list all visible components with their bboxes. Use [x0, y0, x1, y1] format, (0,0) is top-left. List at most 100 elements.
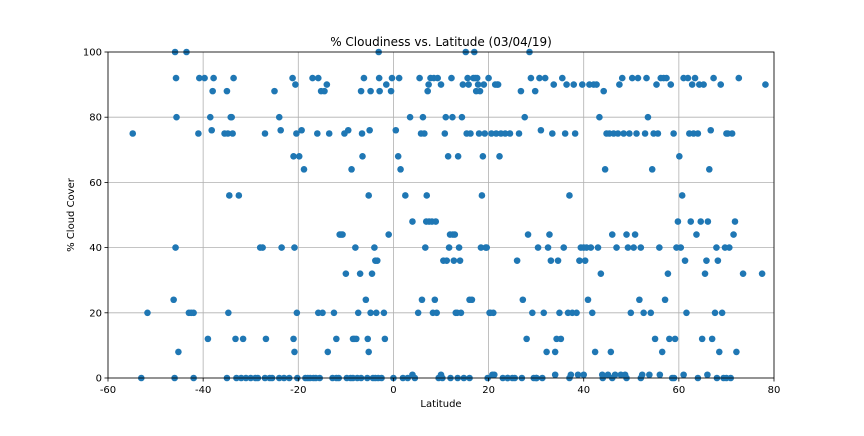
data-point	[563, 81, 570, 88]
data-point	[529, 309, 536, 317]
axis-ticks: -60 -40 -20 0 20 40 60 80 0 20 40 60 80 100	[83, 48, 780, 397]
x-tick-label: -40	[195, 385, 211, 396]
data-point	[172, 244, 179, 251]
data-point	[293, 130, 300, 137]
data-point	[519, 296, 527, 304]
data-point	[566, 192, 573, 199]
chart-title: % Cloudiness vs. Latitude (03/04/19)	[330, 35, 552, 49]
data-point	[368, 270, 376, 277]
data-point	[262, 335, 270, 343]
data-point	[358, 130, 366, 137]
data-point	[323, 81, 331, 88]
data-point	[616, 81, 623, 88]
data-point	[208, 126, 216, 134]
data-point	[541, 74, 549, 82]
data-point	[739, 270, 747, 277]
data-point	[580, 371, 588, 379]
data-point	[593, 81, 600, 88]
data-point	[173, 113, 180, 121]
data-point	[693, 231, 700, 238]
data-point	[454, 153, 462, 160]
data-point	[292, 81, 299, 88]
data-point	[230, 74, 237, 82]
data-point	[409, 371, 416, 379]
data-point	[455, 244, 463, 251]
data-point	[348, 166, 355, 173]
data-point	[634, 74, 642, 82]
data-point	[630, 244, 637, 251]
data-point	[175, 348, 182, 356]
data-point	[196, 74, 203, 82]
data-point	[678, 192, 686, 199]
data-point	[325, 130, 333, 137]
data-point	[210, 74, 217, 82]
data-point	[275, 113, 283, 121]
data-point	[490, 309, 497, 317]
data-point	[418, 296, 426, 304]
data-point	[344, 126, 352, 134]
data-point	[718, 309, 726, 317]
data-point	[473, 74, 481, 82]
data-point	[758, 270, 766, 277]
data-point	[226, 192, 233, 199]
data-point	[540, 309, 548, 317]
data-point	[290, 153, 297, 160]
data-point	[691, 74, 699, 82]
data-point	[437, 81, 445, 88]
data-point	[576, 257, 583, 264]
data-point	[703, 257, 710, 264]
data-point	[293, 309, 301, 317]
data-point	[708, 335, 716, 343]
data-point	[431, 296, 439, 304]
data-point	[517, 87, 525, 95]
data-point	[571, 130, 579, 137]
data-point	[409, 218, 416, 225]
data-point	[570, 81, 578, 88]
data-point	[422, 244, 429, 251]
data-point	[670, 130, 677, 137]
data-point	[521, 113, 529, 121]
data-point	[698, 335, 706, 343]
data-point	[620, 130, 627, 137]
data-point	[531, 87, 539, 95]
data-point	[333, 335, 340, 343]
data-point	[651, 335, 659, 343]
data-point	[354, 309, 362, 317]
data-point	[444, 153, 452, 160]
data-point	[536, 74, 543, 82]
data-point	[713, 244, 720, 251]
data-point	[728, 130, 736, 137]
data-point	[671, 335, 679, 343]
data-point	[513, 257, 521, 264]
data-point	[488, 130, 495, 137]
data-point	[425, 81, 432, 88]
data-point	[608, 231, 616, 238]
data-point	[330, 309, 338, 317]
data-point	[710, 74, 717, 82]
data-point	[433, 309, 441, 317]
data-point	[550, 81, 558, 88]
data-point	[432, 218, 440, 225]
data-point	[277, 126, 284, 134]
data-point	[523, 335, 530, 343]
data-point	[704, 371, 711, 379]
data-point	[366, 126, 373, 134]
data-point	[643, 74, 650, 82]
data-point	[527, 74, 535, 82]
data-point	[584, 296, 592, 304]
data-point	[554, 257, 562, 264]
x-tick-label: -60	[100, 385, 116, 396]
data-point	[360, 74, 368, 82]
data-point	[664, 270, 672, 277]
data-point	[683, 309, 690, 317]
data-point	[475, 130, 483, 137]
data-point	[291, 244, 298, 251]
data-point	[644, 113, 652, 121]
data-point	[557, 335, 565, 343]
data-point	[661, 296, 669, 304]
x-tick-label: 0	[390, 385, 396, 396]
data-point	[656, 244, 663, 251]
y-tick-label: 60	[89, 178, 102, 189]
y-tick-label: 80	[89, 113, 102, 124]
